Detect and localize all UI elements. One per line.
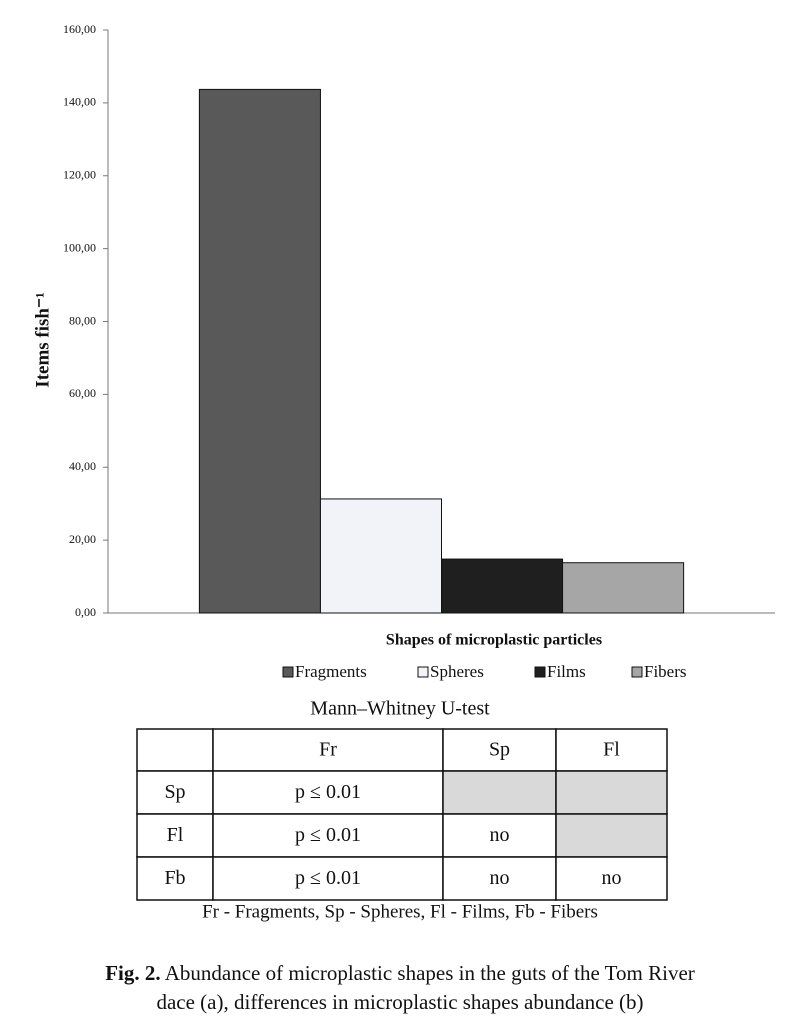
- table-cell: [136, 728, 214, 772]
- y-tick-label: 100,00: [63, 240, 96, 254]
- bar: [441, 558, 564, 614]
- table-cell: [212, 813, 444, 858]
- table-cell: [212, 856, 444, 901]
- table-cell: [212, 770, 444, 815]
- table-cell-text: no: [490, 824, 510, 846]
- table-cell: [442, 856, 557, 901]
- legend-swatch: [282, 666, 294, 678]
- table-cell-text: Fb: [164, 867, 185, 889]
- table-cell: [555, 770, 668, 815]
- y-tick-label: 20,00: [69, 532, 96, 546]
- table-cell-text: Sp: [489, 739, 510, 761]
- table-cell-text: Sp: [164, 781, 185, 803]
- caption-text: Abundance of microplastic shapes in the …: [165, 961, 695, 985]
- table-cell: [136, 770, 214, 815]
- legend-label: Fibers: [644, 662, 687, 681]
- table-cell: [555, 728, 668, 772]
- y-tick-label: 80,00: [69, 313, 96, 327]
- table-cell-text: Fl: [603, 739, 620, 761]
- table-cell: [442, 770, 557, 815]
- table-cell-text: p ≤ 0.01: [295, 781, 361, 803]
- table-cell: [136, 813, 214, 858]
- bar: [198, 88, 321, 614]
- caption-label: Fig. 2.: [105, 961, 160, 985]
- caption-line: Fig. 2. Abundance of microplastic shapes…: [105, 961, 695, 985]
- table-cell: [555, 813, 668, 858]
- legend-swatch: [631, 666, 643, 678]
- y-tick-label: 60,00: [69, 386, 96, 400]
- legend-label: Films: [547, 662, 586, 681]
- table-cell-text: p ≤ 0.01: [295, 867, 361, 889]
- legend-swatch: [417, 666, 429, 678]
- legend-label: Fragments: [295, 662, 367, 681]
- bar: [562, 562, 685, 614]
- x-axis-label: Shapes of microplastic particles: [386, 632, 602, 649]
- legend-swatch: [534, 666, 546, 678]
- table-note: Fr - Fragments, Sp - Spheres, Fl - Films…: [202, 901, 598, 922]
- y-axis-label: Items fish⁻¹: [32, 292, 53, 387]
- table-cell-text: p ≤ 0.01: [295, 824, 361, 846]
- table-cell: [442, 728, 557, 772]
- table-cell-text: Fr: [319, 739, 337, 761]
- y-tick-label: 140,00: [63, 95, 96, 109]
- bar: [319, 498, 443, 614]
- table-cell-text: no: [602, 867, 622, 889]
- table-title: Mann–Whitney U-test: [310, 698, 490, 720]
- table-cell-text: Fl: [167, 824, 184, 846]
- y-tick-label: 120,00: [63, 168, 96, 182]
- table-cell-text: no: [490, 867, 510, 889]
- table-cell: [555, 856, 668, 901]
- legend-label: Spheres: [430, 662, 484, 681]
- y-tick-label: 160,00: [63, 22, 96, 36]
- table-cell: [136, 856, 214, 901]
- caption-line: dace (a), differences in microplastic sh…: [156, 990, 643, 1014]
- y-tick-label: 40,00: [69, 459, 96, 473]
- table-cell: [212, 728, 444, 772]
- y-tick-label: 0,00: [75, 605, 96, 619]
